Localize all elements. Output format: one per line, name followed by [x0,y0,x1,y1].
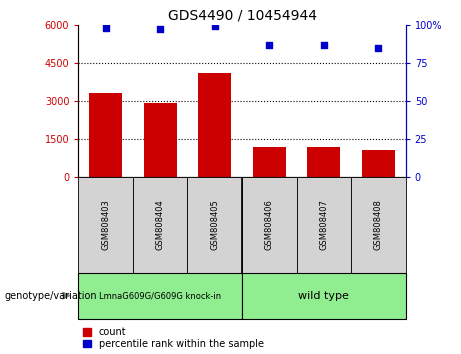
Bar [133,177,188,273]
Bar [296,177,351,273]
Text: LmnaG609G/G609G knock-in: LmnaG609G/G609G knock-in [99,291,221,300]
Point [375,45,382,50]
Bar [351,177,406,273]
Legend: count, percentile rank within the sample: count, percentile rank within the sample [83,327,264,349]
Bar [198,73,231,177]
Text: GSM808407: GSM808407 [319,199,328,250]
Bar [78,273,242,319]
Point [266,42,273,47]
Text: GSM808406: GSM808406 [265,199,274,250]
Text: genotype/variation: genotype/variation [5,291,97,301]
Text: GSM808408: GSM808408 [374,199,383,250]
Bar [242,273,406,319]
Text: GSM808405: GSM808405 [210,199,219,250]
Bar [242,177,296,273]
Bar [307,147,340,177]
Point [320,42,327,47]
Bar [78,177,133,273]
Text: wild type: wild type [298,291,349,301]
Title: GDS4490 / 10454944: GDS4490 / 10454944 [167,8,317,22]
Bar [188,177,242,273]
Point [211,23,219,29]
Text: GSM808403: GSM808403 [101,199,110,250]
Text: GSM808404: GSM808404 [156,199,165,250]
Bar [89,93,122,177]
Point [157,27,164,32]
Bar [144,103,177,177]
Bar [362,150,395,177]
Bar [253,147,286,177]
Point [102,25,109,31]
